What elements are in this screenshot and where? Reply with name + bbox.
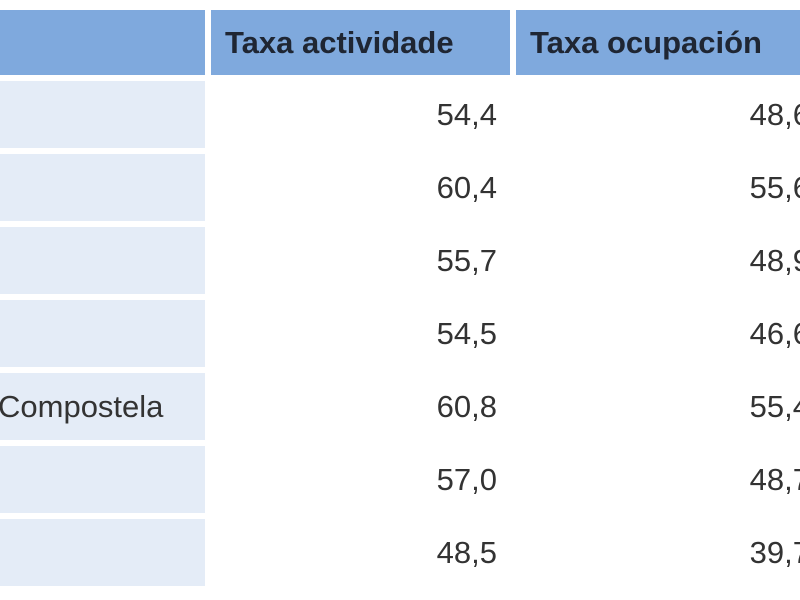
value-cell: 55,4 <box>749 388 800 424</box>
value-cell: 48,7 <box>749 461 800 497</box>
column-header: Taxa actividade <box>211 10 510 75</box>
value-cell: 54,4 <box>436 96 497 132</box>
value-cell: 54,5 <box>436 315 497 351</box>
value-cell: 48,9 <box>749 242 800 278</box>
value-cell: 60,8 <box>436 388 497 424</box>
value-cell: 46,6 <box>749 315 800 351</box>
value-cell: 60,4 <box>436 169 497 205</box>
value-cell: 48,5 <box>436 534 497 570</box>
value-cell: 55,6 <box>749 169 800 205</box>
row-label <box>0 154 205 221</box>
row-label <box>0 81 205 148</box>
value-cell: 57,0 <box>436 461 497 497</box>
row-label: Compostela <box>0 373 205 440</box>
row-label <box>0 519 205 586</box>
row-label <box>0 227 205 294</box>
header-corner <box>0 10 205 75</box>
row-label <box>0 300 205 367</box>
value-cell: 39,7 <box>749 534 800 570</box>
row-label <box>0 446 205 513</box>
value-cell: 55,7 <box>436 242 497 278</box>
column-header: Taxa ocupación <box>516 10 800 75</box>
value-cell: 48,6 <box>749 96 800 132</box>
